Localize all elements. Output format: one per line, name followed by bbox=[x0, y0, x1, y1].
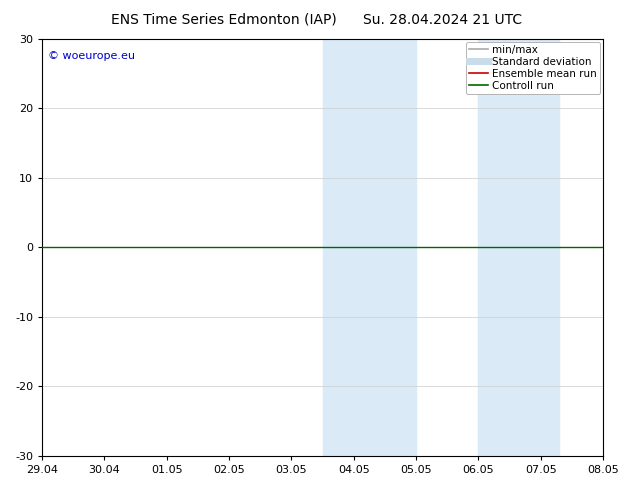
Text: © woeurope.eu: © woeurope.eu bbox=[48, 51, 135, 61]
Text: ENS Time Series Edmonton (IAP)      Su. 28.04.2024 21 UTC: ENS Time Series Edmonton (IAP) Su. 28.04… bbox=[112, 12, 522, 26]
Bar bbox=[323, 39, 416, 456]
Bar bbox=[479, 39, 559, 456]
Legend: min/max, Standard deviation, Ensemble mean run, Controll run: min/max, Standard deviation, Ensemble me… bbox=[466, 42, 600, 94]
